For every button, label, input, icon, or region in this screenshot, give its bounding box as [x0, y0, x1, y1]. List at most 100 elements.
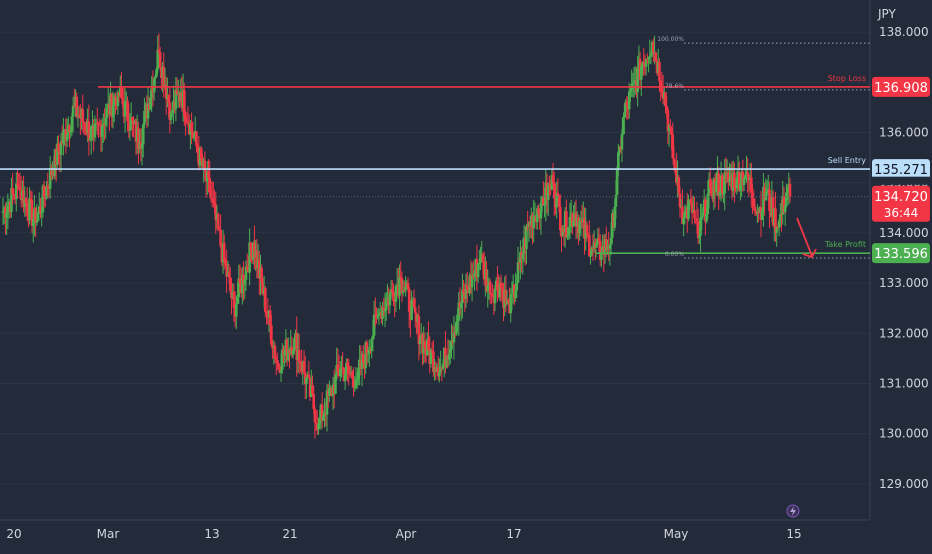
candle-body [383, 310, 387, 312]
candle-body [488, 281, 492, 294]
candle [647, 56, 650, 73]
candle-body [279, 370, 283, 373]
candle-body [555, 192, 558, 208]
candle-body [509, 294, 513, 314]
candle-body [186, 121, 190, 123]
candle-body [146, 103, 150, 119]
candle-body [10, 188, 13, 212]
candle-body [276, 360, 279, 364]
candle-body [481, 254, 485, 262]
candle-body [255, 250, 259, 269]
time-tick-label: 15 [786, 527, 801, 541]
candle [168, 86, 172, 134]
candle [14, 172, 18, 212]
candle-body [546, 184, 550, 200]
candle [243, 278, 247, 299]
candle-body [149, 97, 152, 110]
stop-loss-price-tag [872, 76, 930, 97]
candle-body [12, 194, 16, 198]
candle-body [578, 221, 581, 234]
candle [276, 352, 279, 371]
candle [604, 226, 608, 258]
candle [322, 410, 325, 421]
candle [417, 305, 421, 361]
candle [6, 193, 10, 230]
candle-body [401, 290, 405, 293]
candle-body [382, 307, 386, 311]
candle-body [783, 206, 787, 212]
candle-body [591, 247, 595, 249]
last-price-value: 134.720 [874, 190, 928, 205]
candle [93, 115, 97, 142]
candle-body [152, 78, 156, 93]
candle-body [97, 123, 100, 125]
stop-loss-price-text: 136.908 [874, 81, 928, 96]
candle [774, 192, 777, 242]
candle-body [760, 210, 764, 220]
candle-body [462, 289, 465, 293]
candle-body [374, 314, 377, 316]
candle-body [45, 186, 48, 199]
candle-body [566, 235, 569, 237]
candle [45, 181, 48, 200]
candle-body [338, 368, 342, 377]
candle [410, 290, 413, 321]
stop-loss-level: Stop Loss 136.908 [98, 74, 930, 97]
candle-body [609, 237, 613, 246]
price-tick-label: 134.000 [879, 226, 929, 240]
candle-body [479, 258, 482, 264]
candle-body [600, 252, 603, 260]
candle-body [183, 90, 186, 117]
candle-body [410, 300, 413, 320]
candle-body [274, 358, 278, 361]
candle [16, 169, 19, 199]
candle-body [722, 193, 725, 195]
candle [488, 278, 492, 304]
candle-body [238, 278, 242, 284]
price-135-mask [872, 176, 930, 185]
candle-body [742, 179, 746, 186]
candle-body [690, 202, 694, 213]
candle-body [486, 285, 490, 291]
candle-body [372, 314, 376, 336]
candle-body [30, 199, 34, 226]
candle-body [642, 62, 646, 64]
candle [372, 300, 376, 340]
candle-body [120, 87, 123, 99]
candle [253, 225, 256, 270]
candle-body [441, 363, 445, 369]
price-tick-label: 131.000 [879, 377, 929, 391]
candle [127, 103, 131, 139]
candle [157, 33, 161, 55]
time-tick-label: 13 [204, 527, 219, 541]
candle-body [195, 131, 198, 146]
candle-body [465, 285, 469, 291]
candle-body [705, 213, 708, 222]
candle [131, 116, 134, 137]
candle-body [782, 196, 786, 212]
candle-body [137, 127, 140, 149]
candle-body [750, 177, 753, 193]
candle-body [381, 307, 384, 319]
candle-body [670, 128, 673, 135]
candle-body [430, 350, 434, 352]
sell-entry-price-tag [872, 159, 930, 180]
candle-body [167, 94, 170, 103]
candle [532, 199, 536, 243]
candle-body [328, 388, 331, 396]
candle [302, 350, 306, 375]
candle-body [496, 280, 499, 291]
candle-body [312, 393, 315, 410]
candle [244, 260, 248, 291]
candle [486, 269, 490, 308]
candle [621, 116, 625, 136]
candle-body [39, 206, 42, 214]
candle-body [727, 172, 730, 182]
candle-body [143, 110, 146, 125]
candle-body [660, 89, 664, 92]
candle [717, 166, 720, 210]
candle [305, 377, 308, 399]
candle-body [89, 126, 93, 139]
